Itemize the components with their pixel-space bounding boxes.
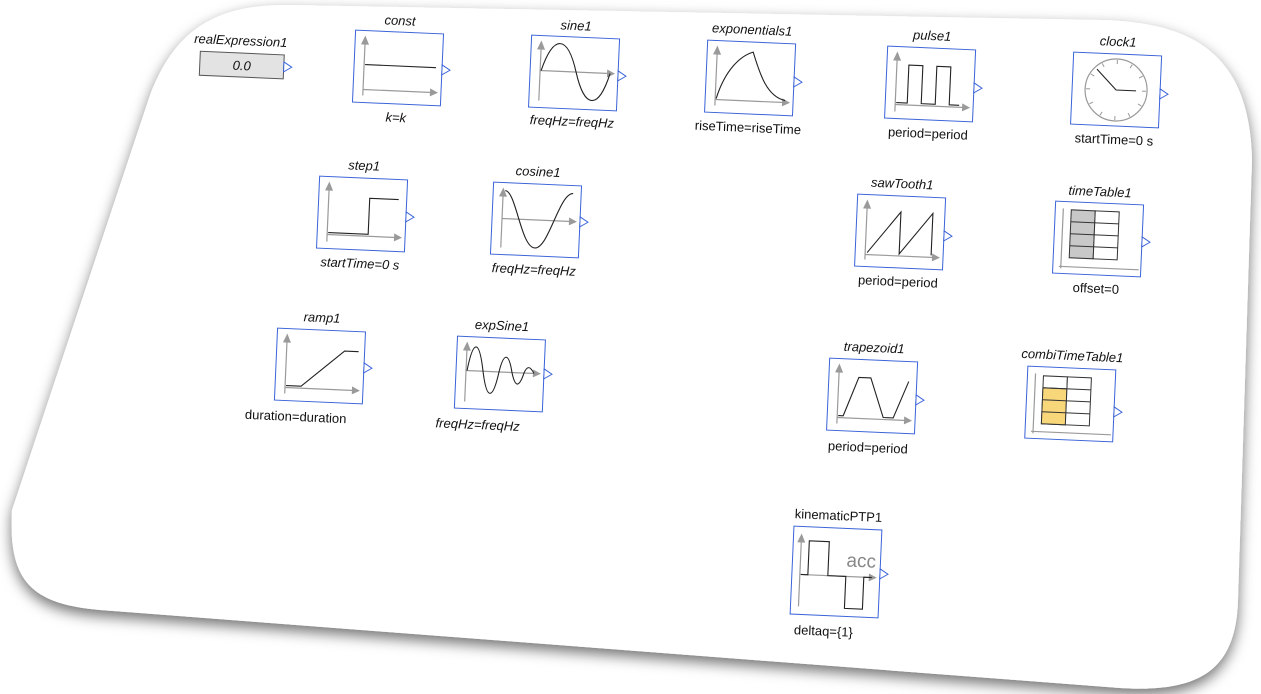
block-param: period=period (828, 438, 908, 456)
block-exponentials1[interactable]: exponentials1 riseTime=riseTime (694, 20, 805, 138)
block-param: startTime=0 s (320, 254, 400, 272)
output-port[interactable] (879, 568, 889, 580)
output-port[interactable] (282, 60, 293, 73)
block-pulse1[interactable]: pulse1 period=period (884, 26, 985, 143)
exp-sine-icon (453, 335, 546, 413)
block-param: duration=duration (245, 407, 347, 426)
block-name: exponentials1 (712, 20, 793, 38)
block-param: deltaq={1} (794, 622, 854, 640)
block-name: sawTooth1 (871, 175, 934, 193)
output-port[interactable] (543, 368, 553, 380)
block-sine1[interactable]: sine1 freqHz=freqHz (527, 16, 629, 131)
block-param: riseTime=riseTime (694, 118, 801, 138)
output-port[interactable] (1159, 88, 1169, 100)
block-trapezoid1[interactable]: trapezoid1 period=period (826, 338, 927, 457)
clock-icon (1070, 51, 1163, 129)
block-name: kinematicPTP1 (794, 506, 882, 525)
output-port[interactable] (617, 70, 627, 82)
block-cosine1[interactable]: cosine1 freqHz=freqHz (489, 162, 591, 279)
expression-value: 0.0 (232, 58, 251, 74)
block-name: realExpression1 (194, 31, 288, 50)
cosine-icon (489, 181, 583, 259)
block-param: startTime=0 s (1074, 130, 1154, 148)
block-sawTooth1[interactable]: sawTooth1 period=period (854, 174, 955, 291)
block-name: pulse1 (912, 27, 952, 44)
block-name: trapezoid1 (844, 339, 905, 357)
block-name: combiTimeTable1 (1021, 346, 1124, 365)
block-param: freqHz=freqHz (530, 112, 615, 131)
block-realExpression1[interactable]: realExpression1 0.0 (193, 31, 293, 80)
output-port[interactable] (793, 76, 803, 88)
block-name: clock1 (1099, 33, 1136, 50)
block-ramp1[interactable]: ramp1 duration=duration (245, 307, 375, 427)
output-port[interactable] (441, 64, 451, 76)
block-param: freqHz=freqHz (435, 415, 520, 434)
block-param: period=period (888, 124, 968, 142)
ramp-icon (273, 327, 367, 405)
block-name: sine1 (560, 17, 592, 33)
trapezoid-icon (826, 357, 919, 435)
block-step1[interactable]: step1 startTime=0 s (315, 156, 417, 273)
output-port[interactable] (405, 211, 415, 223)
output-port[interactable] (915, 394, 925, 406)
output-port[interactable] (1113, 406, 1123, 418)
sawtooth-icon (854, 193, 947, 271)
pulse-icon (884, 45, 977, 123)
step-icon (315, 175, 409, 253)
block-name: expSine1 (475, 317, 530, 334)
combi-time-table-icon (1024, 365, 1117, 443)
block-param: k=k (385, 110, 408, 126)
exponentials-icon (704, 39, 797, 117)
block-name: timeTable1 (1068, 183, 1132, 201)
block-combiTimeTable1[interactable]: combiTimeTable1 (1018, 346, 1125, 443)
block-name: cosine1 (515, 163, 560, 180)
block-name: const (384, 12, 417, 28)
block-param: offset=0 (1072, 280, 1119, 297)
block-kinematicPTP1[interactable]: kinematicPTP1 acc deltaq={1} (789, 506, 891, 641)
time-table-icon (1051, 200, 1145, 278)
block-name: step1 (348, 157, 380, 173)
output-port[interactable] (579, 216, 589, 228)
block-param: freqHz=freqHz (491, 260, 576, 279)
kinematic-ptp-icon: acc (789, 525, 883, 619)
block-param: period=period (858, 272, 938, 290)
block-expSine1[interactable]: expSine1 freqHz=freqHz (435, 315, 554, 435)
block-timeTable1[interactable]: timeTable1 offset=0 (1051, 182, 1153, 298)
output-port[interactable] (943, 230, 953, 242)
block-const[interactable]: const k=k (351, 11, 453, 127)
output-port[interactable] (1141, 236, 1151, 248)
sine-icon (527, 34, 621, 112)
block-clock1[interactable]: clock1 startTime=0 s (1070, 32, 1171, 149)
constant-icon (351, 29, 445, 107)
output-port[interactable] (973, 82, 983, 94)
output-port[interactable] (363, 361, 373, 374)
block-name: ramp1 (303, 309, 340, 326)
acc-label: acc (846, 550, 876, 572)
